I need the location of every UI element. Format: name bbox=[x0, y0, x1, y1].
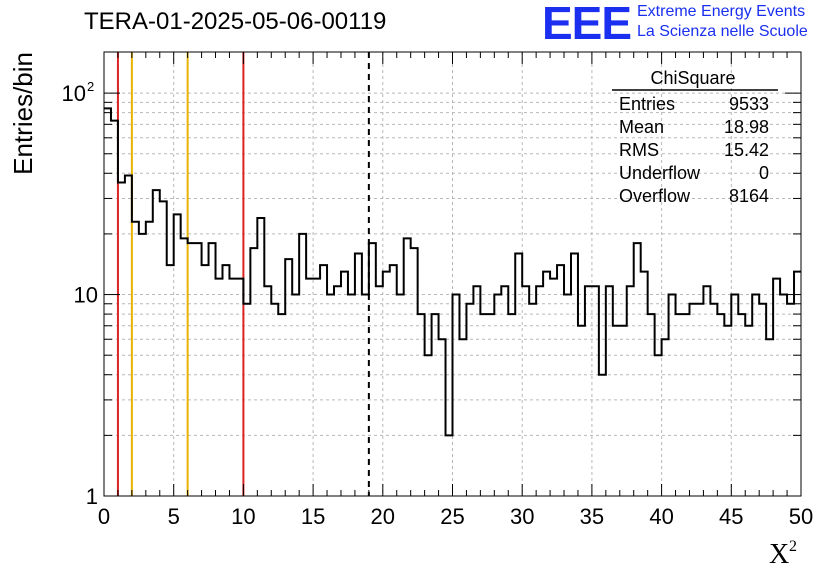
y-tick-label: 10 bbox=[62, 81, 86, 106]
x-tick-label: 40 bbox=[649, 504, 673, 529]
stats-value: 9533 bbox=[729, 94, 769, 114]
stats-title: ChiSquare bbox=[650, 68, 735, 88]
x-tick-label: 30 bbox=[510, 504, 534, 529]
stats-label: Overflow bbox=[619, 186, 691, 206]
y-tick-label-exp: 2 bbox=[87, 79, 94, 94]
stats-label: Underflow bbox=[619, 163, 701, 183]
eee-logo: EEE bbox=[542, 0, 632, 49]
stats-value: 15.42 bbox=[724, 140, 769, 160]
x-tick-label: 35 bbox=[580, 504, 604, 529]
stats-value: 8164 bbox=[729, 186, 769, 206]
stats-value: 0 bbox=[759, 163, 769, 183]
x-axis-label-exp: 2 bbox=[789, 538, 797, 555]
y-tick-label: 10 bbox=[74, 283, 98, 308]
x-tick-label: 45 bbox=[719, 504, 743, 529]
x-axis-label: X bbox=[769, 539, 789, 570]
y-axis-label: Entries/bin bbox=[8, 52, 38, 175]
x-tick-label: 20 bbox=[371, 504, 395, 529]
x-tick-label: 5 bbox=[168, 504, 180, 529]
plot-title: TERA-01-2025-05-06-00119 bbox=[84, 8, 387, 35]
histogram-line bbox=[104, 107, 801, 437]
y-tick-label: 1 bbox=[86, 484, 98, 509]
logo-line-1: Extreme Energy Events bbox=[637, 3, 806, 20]
stats-value: 18.98 bbox=[724, 117, 769, 137]
stats-label: RMS bbox=[619, 140, 659, 160]
stats-label: Mean bbox=[619, 117, 664, 137]
x-tick-label: 50 bbox=[789, 504, 813, 529]
stats-label: Entries bbox=[619, 94, 675, 114]
x-tick-label: 0 bbox=[98, 504, 110, 529]
logo-line-2: La Scienza nelle Scuole bbox=[637, 23, 808, 40]
x-tick-label: 15 bbox=[301, 504, 325, 529]
x-tick-label: 25 bbox=[440, 504, 464, 529]
x-tick-label: 10 bbox=[231, 504, 255, 529]
